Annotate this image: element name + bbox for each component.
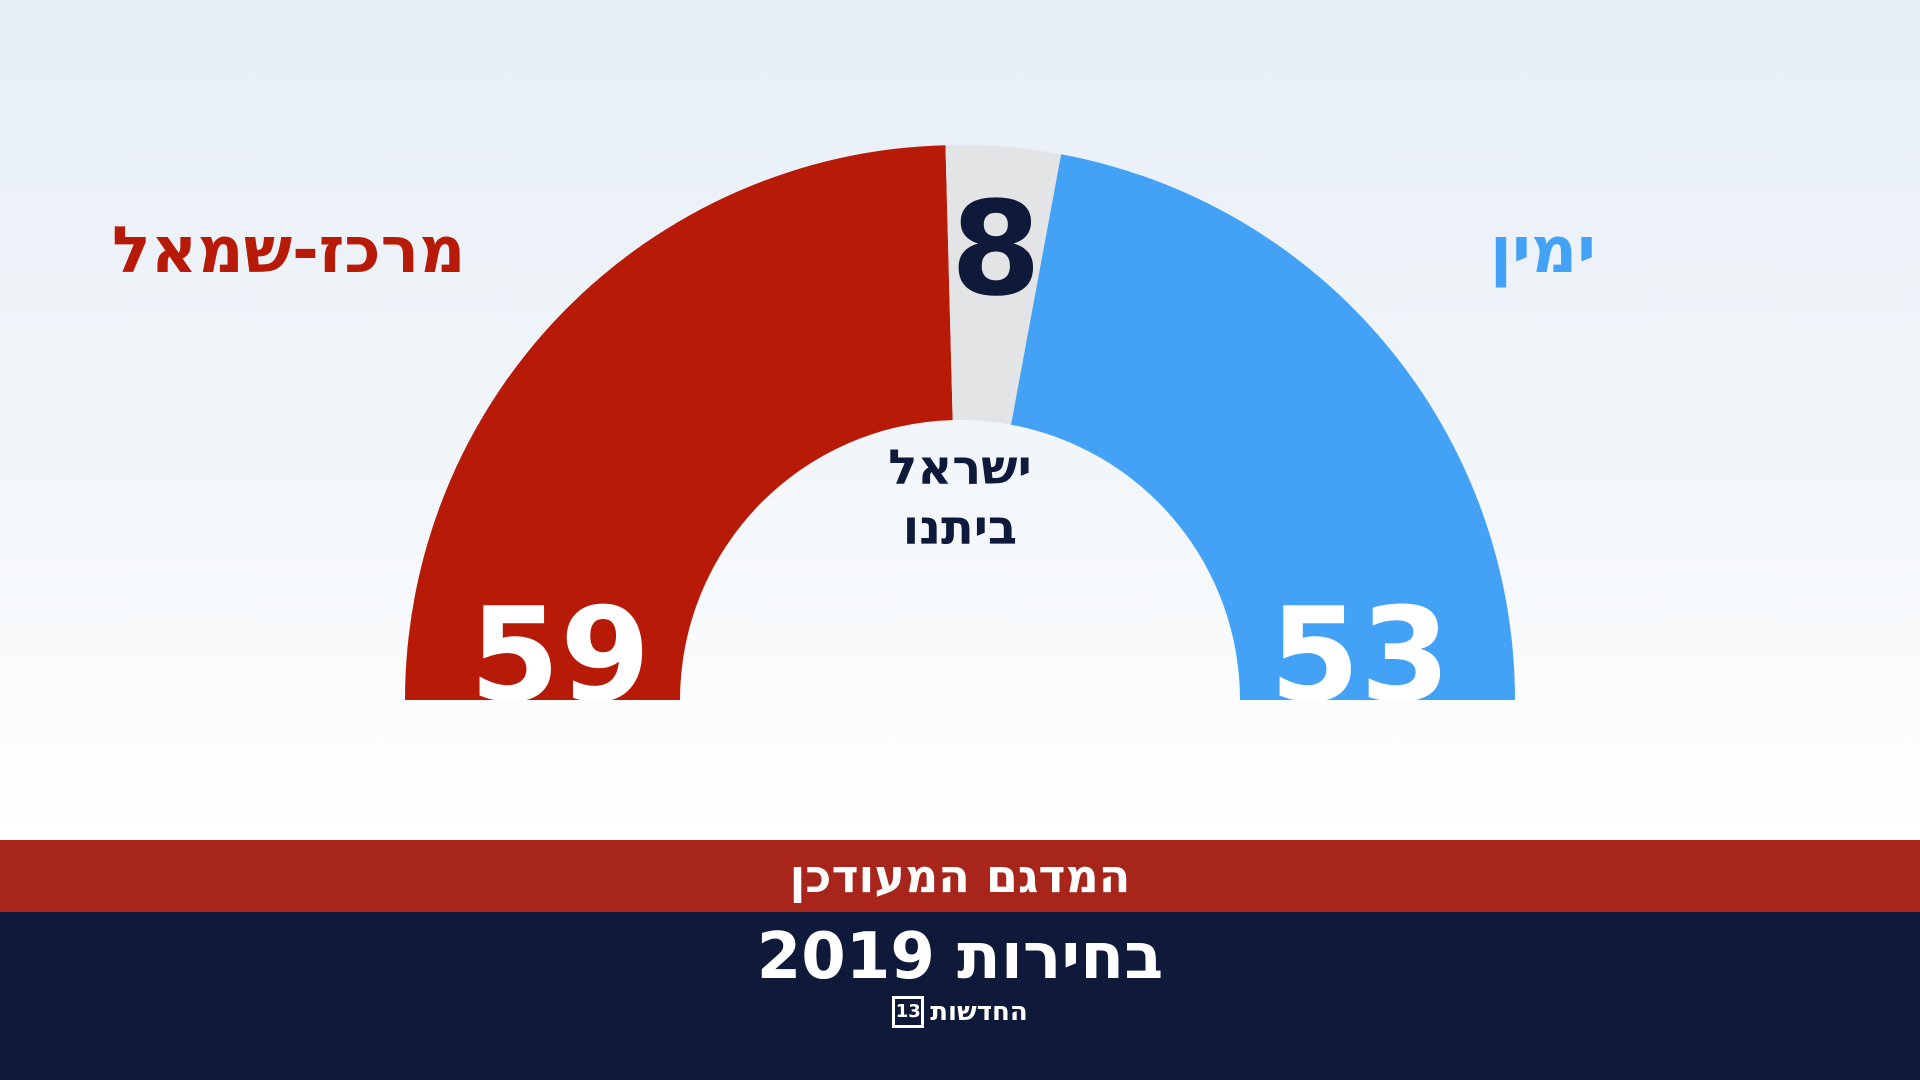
brand-text: החדשות [930, 997, 1028, 1027]
election-title: בחירות 2019 [756, 920, 1164, 994]
right-bloc-label: ימין [1490, 214, 1596, 288]
seat-segment-0 [405, 145, 953, 700]
subtitle-banner: המדגם המעודכן [0, 840, 1920, 912]
seat-segment-1 [945, 144, 1062, 425]
left-bloc-label: מרכז-שמאל [112, 214, 466, 288]
seat-value-1: 8 [951, 173, 1041, 325]
center-caption-line2: ביתנו [902, 500, 1018, 556]
center-party-caption: ישראל ביתנו [840, 438, 1080, 558]
seat-value-2: 53 [1270, 579, 1451, 731]
channel-brand: החדשות 13 [0, 996, 1920, 1028]
title-banner [0, 912, 1920, 1080]
seat-value-0: 59 [470, 579, 651, 731]
center-caption-line1: ישראל [888, 440, 1032, 496]
subtitle-text: המדגם המעודכן [789, 849, 1131, 903]
seat-chart: 59 8 53 [405, 144, 1515, 731]
channel-13-logo: 13 [892, 996, 925, 1028]
seat-segment-2 [1011, 154, 1515, 701]
